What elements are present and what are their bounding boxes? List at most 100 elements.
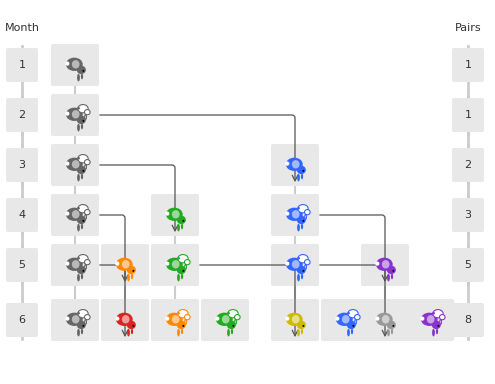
Ellipse shape	[72, 60, 80, 68]
Ellipse shape	[286, 158, 303, 171]
Ellipse shape	[127, 274, 130, 281]
Circle shape	[165, 262, 169, 266]
FancyBboxPatch shape	[452, 98, 484, 132]
FancyBboxPatch shape	[151, 299, 199, 341]
Ellipse shape	[77, 216, 86, 224]
Ellipse shape	[131, 329, 133, 334]
Circle shape	[297, 207, 300, 210]
Ellipse shape	[72, 315, 80, 323]
Ellipse shape	[66, 108, 83, 121]
Ellipse shape	[177, 224, 180, 232]
Ellipse shape	[387, 329, 390, 336]
Ellipse shape	[177, 329, 180, 336]
Ellipse shape	[391, 274, 393, 279]
Ellipse shape	[301, 174, 303, 179]
Ellipse shape	[427, 315, 435, 323]
Circle shape	[65, 262, 69, 266]
Ellipse shape	[440, 319, 442, 324]
Text: 1: 1	[18, 60, 26, 70]
Ellipse shape	[304, 210, 310, 215]
Circle shape	[133, 270, 134, 272]
Ellipse shape	[301, 274, 303, 279]
Ellipse shape	[77, 116, 86, 124]
Text: 3: 3	[18, 160, 26, 170]
Circle shape	[77, 312, 80, 314]
Ellipse shape	[387, 321, 396, 329]
FancyBboxPatch shape	[51, 144, 99, 186]
Circle shape	[183, 270, 184, 272]
Ellipse shape	[85, 314, 90, 320]
Ellipse shape	[231, 329, 233, 334]
Circle shape	[77, 157, 80, 160]
Ellipse shape	[387, 266, 396, 274]
FancyBboxPatch shape	[271, 244, 319, 286]
Ellipse shape	[185, 319, 187, 324]
Ellipse shape	[78, 205, 88, 213]
FancyBboxPatch shape	[51, 244, 99, 286]
Ellipse shape	[81, 124, 83, 129]
Ellipse shape	[181, 274, 183, 279]
Circle shape	[285, 262, 290, 266]
Ellipse shape	[81, 274, 83, 279]
Ellipse shape	[286, 258, 303, 271]
FancyBboxPatch shape	[361, 244, 409, 286]
Ellipse shape	[297, 266, 306, 274]
Ellipse shape	[77, 274, 80, 281]
Text: 2: 2	[18, 110, 26, 120]
Ellipse shape	[286, 208, 303, 221]
Ellipse shape	[298, 255, 308, 263]
Ellipse shape	[292, 210, 299, 218]
FancyBboxPatch shape	[271, 194, 319, 236]
Circle shape	[438, 325, 440, 327]
Circle shape	[347, 312, 350, 314]
Ellipse shape	[85, 109, 90, 115]
Ellipse shape	[166, 313, 183, 326]
Ellipse shape	[421, 313, 438, 326]
Circle shape	[83, 70, 84, 72]
Ellipse shape	[433, 310, 443, 318]
Ellipse shape	[66, 258, 83, 271]
Ellipse shape	[81, 329, 83, 334]
Circle shape	[285, 162, 290, 166]
FancyBboxPatch shape	[201, 299, 249, 341]
Ellipse shape	[181, 223, 183, 229]
Circle shape	[393, 325, 395, 327]
Ellipse shape	[116, 313, 133, 326]
FancyBboxPatch shape	[6, 48, 38, 82]
Text: 1: 1	[464, 110, 472, 120]
Text: 8: 8	[464, 315, 472, 325]
Circle shape	[285, 212, 290, 216]
Ellipse shape	[85, 210, 90, 215]
Ellipse shape	[85, 160, 90, 165]
Ellipse shape	[348, 310, 358, 318]
FancyBboxPatch shape	[271, 144, 319, 186]
Circle shape	[77, 107, 80, 109]
Ellipse shape	[336, 313, 353, 326]
Ellipse shape	[78, 104, 88, 113]
Ellipse shape	[235, 319, 237, 324]
Circle shape	[83, 270, 84, 272]
Ellipse shape	[166, 258, 183, 271]
Ellipse shape	[85, 319, 87, 324]
Text: 3: 3	[464, 210, 472, 220]
Ellipse shape	[222, 315, 230, 323]
Circle shape	[420, 316, 424, 321]
Circle shape	[393, 270, 395, 272]
Ellipse shape	[85, 260, 90, 265]
Text: 4: 4	[18, 210, 26, 220]
Ellipse shape	[432, 321, 441, 329]
Ellipse shape	[166, 208, 183, 221]
Ellipse shape	[77, 74, 80, 81]
Ellipse shape	[127, 329, 130, 336]
Ellipse shape	[391, 329, 393, 334]
Ellipse shape	[382, 315, 390, 323]
Ellipse shape	[297, 329, 300, 336]
Ellipse shape	[131, 274, 133, 279]
FancyBboxPatch shape	[452, 148, 484, 182]
Ellipse shape	[297, 216, 306, 224]
Ellipse shape	[292, 160, 299, 169]
Text: 5: 5	[18, 260, 26, 270]
Ellipse shape	[177, 216, 186, 224]
Ellipse shape	[297, 274, 300, 281]
Text: 6: 6	[18, 315, 26, 325]
